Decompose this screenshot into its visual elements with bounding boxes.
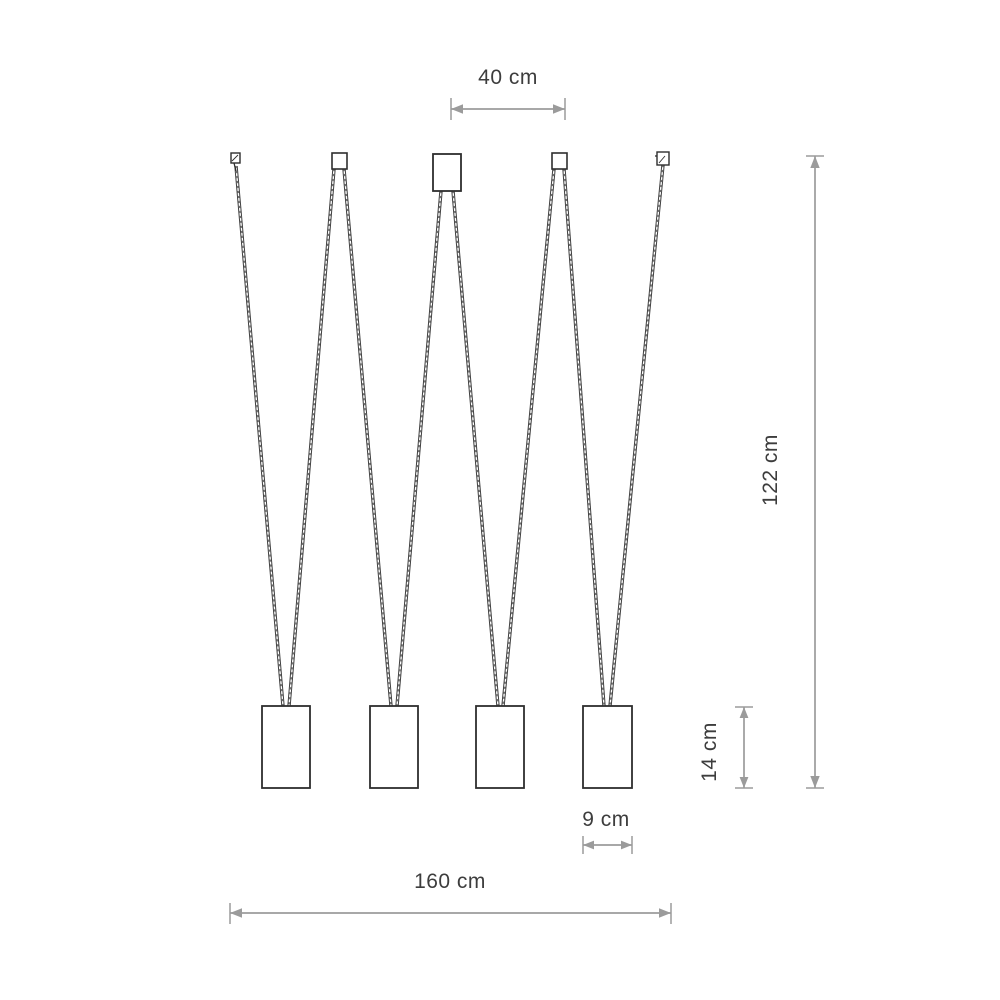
ceiling-mount-5 [655,151,670,166]
cable [342,168,393,707]
canopy-box [432,153,462,192]
cable [234,165,285,707]
cable [501,168,556,707]
pendant-shade-4 [582,705,633,789]
cable [451,190,500,707]
ceiling-mount-1 [230,152,241,172]
dimension-shade-height: 14 cm [698,706,753,789]
cable [287,168,336,707]
label-total-width: 160 cm [414,870,486,893]
dimension-total-height: 122 cm [759,155,824,789]
pendant-shade-3 [475,705,525,789]
label-mount-spacing: 40 cm [478,66,538,89]
ceiling-mount-4 [551,152,568,170]
label-shade-height: 14 cm [698,722,721,782]
pendant-shade-2 [369,705,419,789]
cable [395,190,443,707]
ceiling-mount-2 [331,152,348,170]
pendant-shade-1 [261,705,311,789]
dimension-mount-spacing: 40 cm [450,66,566,120]
label-total-height: 122 cm [759,434,782,506]
label-shade-width: 9 cm [582,808,630,831]
cable [608,164,665,707]
dimension-shade-width: 9 cm [582,808,633,854]
cable [562,168,606,707]
dimension-total-width: 160 cm [229,870,672,924]
